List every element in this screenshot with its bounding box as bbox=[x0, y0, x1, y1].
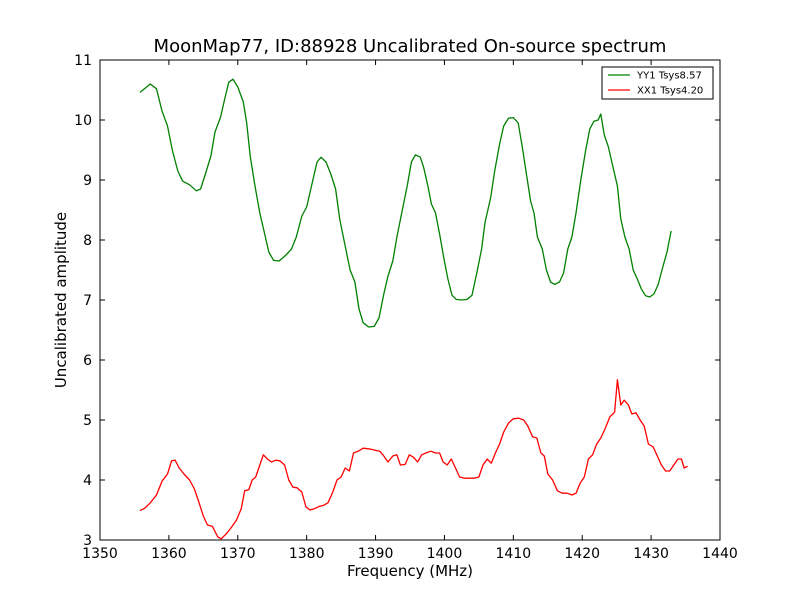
x-tick-label: 1440 bbox=[702, 546, 738, 562]
chart-title: MoonMap77, ID:88928 Uncalibrated On-sour… bbox=[154, 36, 667, 57]
y-tick-label: 11 bbox=[74, 53, 92, 69]
x-axis-ticks: 1350 1360 1370 1380 1390 1400 1410 1420 1430 1440 bbox=[82, 60, 738, 562]
x-tick-label: 1410 bbox=[496, 546, 532, 562]
y-tick-label: 5 bbox=[83, 413, 92, 429]
y-tick-label: 8 bbox=[83, 233, 92, 249]
y-tick-label: 10 bbox=[74, 113, 92, 129]
x-tick-label: 1380 bbox=[289, 546, 325, 562]
plot-area: 1350 1360 1370 1380 1390 1400 1410 1420 1430 1440… bbox=[74, 53, 738, 562]
series-line-xx1 bbox=[139, 379, 688, 540]
series-line-yy1 bbox=[139, 78, 672, 328]
y-tick-label: 7 bbox=[83, 293, 92, 309]
x-tick-label: 1360 bbox=[151, 546, 187, 562]
x-tick-label: 1430 bbox=[633, 546, 669, 562]
legend-label-yy1: YY1 Tsys8.57 bbox=[636, 71, 702, 82]
y-axis-ticks: 3 4 5 6 7 8 9 10 11 bbox=[74, 53, 720, 549]
x-tick-label: 1390 bbox=[358, 546, 394, 562]
y-tick-label: 3 bbox=[83, 533, 92, 549]
y-axis-label: Uncalibrated amplitude bbox=[52, 212, 70, 388]
legend: YY1 Tsys8.57 XX1 Tsys4.20 bbox=[601, 66, 714, 100]
x-tick-label: 1350 bbox=[82, 546, 118, 562]
y-tick-label: 9 bbox=[83, 173, 92, 189]
legend-box bbox=[601, 66, 714, 100]
series-layer bbox=[139, 78, 688, 540]
x-tick-label: 1400 bbox=[427, 546, 463, 562]
legend-label-xx1: XX1 Tsys4.20 bbox=[637, 86, 703, 97]
x-tick-label: 1370 bbox=[220, 546, 256, 562]
y-tick-label: 4 bbox=[83, 473, 92, 489]
x-axis-label: Frequency (MHz) bbox=[347, 562, 473, 580]
x-tick-label: 1420 bbox=[564, 546, 600, 562]
y-tick-label: 6 bbox=[83, 353, 92, 369]
